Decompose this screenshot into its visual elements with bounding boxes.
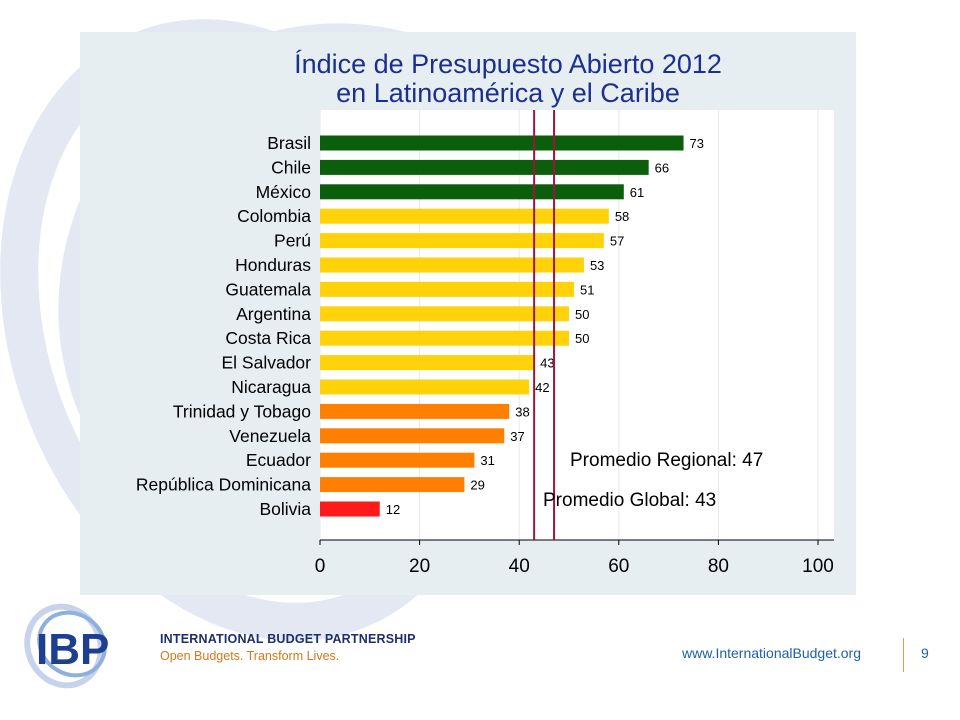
- data-label: 37: [510, 429, 524, 444]
- category-label: Honduras: [235, 255, 311, 275]
- bar: [320, 477, 465, 493]
- bar: [320, 501, 380, 517]
- x-tick-label: 80: [708, 556, 729, 577]
- category-label: Trinidad y Tobago: [173, 401, 311, 421]
- category-label: República Dominicana: [136, 475, 311, 495]
- category-label: Colombia: [237, 206, 311, 226]
- category-label: Brasil: [267, 133, 311, 153]
- ibp-logo-mark: IBP: [24, 603, 109, 689]
- category-label: El Salvador: [222, 353, 312, 373]
- bar: [320, 233, 604, 249]
- category-label: México: [256, 182, 311, 202]
- data-label: 50: [575, 331, 589, 346]
- category-label: Chile: [271, 157, 311, 177]
- bar: [320, 306, 569, 322]
- bar: [320, 159, 649, 175]
- x-tick-label: 0: [315, 556, 326, 577]
- footer-url-link[interactable]: www.InternationalBudget.org: [682, 645, 861, 661]
- category-label: Costa Rica: [225, 328, 311, 348]
- reference-line-label: Promedio Regional: 47: [570, 450, 763, 471]
- category-label: Venezuela: [229, 426, 311, 446]
- data-label: 29: [470, 478, 484, 493]
- data-label: 42: [535, 380, 549, 395]
- data-label: 66: [655, 160, 669, 175]
- bar: [320, 452, 475, 468]
- logo-name: INTERNATIONAL BUDGET PARTNERSHIP: [160, 632, 416, 646]
- data-label: 53: [590, 258, 604, 273]
- bar: [320, 379, 530, 395]
- data-label: 73: [690, 136, 704, 151]
- category-label: Ecuador: [246, 450, 311, 470]
- ibp-logo-letters: IBP: [36, 625, 109, 674]
- data-label: 50: [575, 307, 589, 322]
- data-label: 57: [610, 234, 624, 249]
- bar: [320, 257, 584, 273]
- data-label: 12: [386, 502, 400, 517]
- category-label: Argentina: [236, 304, 311, 324]
- reference-line-label: Promedio Global: 43: [543, 490, 716, 511]
- x-tick-label: 40: [509, 556, 530, 577]
- data-label: 38: [515, 404, 529, 419]
- bar: [320, 208, 609, 224]
- chart-title-line1: Índice de Presupuesto Abierto 2012: [294, 49, 722, 79]
- bar: [320, 330, 569, 346]
- x-tick-label: 20: [409, 556, 430, 577]
- page-number: 9: [921, 645, 929, 661]
- category-label: Perú: [274, 231, 311, 251]
- bar: [320, 428, 505, 444]
- footer-divider: [903, 638, 904, 672]
- data-label: 61: [630, 185, 644, 200]
- x-tick-label: 60: [608, 556, 629, 577]
- category-label: Nicaragua: [231, 377, 311, 397]
- bar: [320, 135, 684, 151]
- data-label: 58: [615, 209, 629, 224]
- data-label: 31: [480, 453, 494, 468]
- bar: [320, 184, 624, 200]
- bar: [320, 281, 574, 297]
- bar: [320, 403, 510, 419]
- bar: [320, 355, 535, 371]
- plot-area: [320, 110, 834, 540]
- category-label: Bolivia: [259, 499, 311, 519]
- chart-title: Índice de Presupuesto Abierto 2012 en La…: [80, 50, 856, 108]
- logo-tagline: Open Budgets. Transform Lives.: [160, 649, 340, 663]
- data-label: 51: [580, 282, 594, 297]
- chart-title-line2: en Latinoamérica y el Caribe: [336, 78, 680, 108]
- x-tick-label: 100: [802, 556, 834, 577]
- data-label: 43: [540, 356, 554, 371]
- category-label: Guatemala: [225, 279, 311, 299]
